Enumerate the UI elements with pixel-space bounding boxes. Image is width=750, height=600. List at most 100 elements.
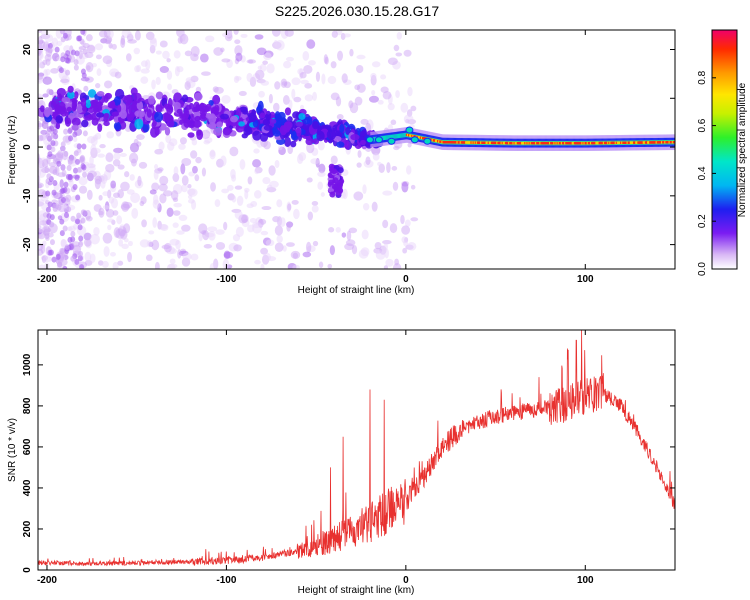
spectrogram-noise-blob [380,74,387,80]
spectrogram-noise-blob [355,64,364,74]
spectrogram-noise-blob [125,53,132,62]
spectrogram-noise-blob [247,176,253,185]
spectrogram-noise-blob [386,162,391,174]
spectrogram-noise-blob [223,221,228,231]
spectrogram-ridge-blob [109,100,116,108]
spectrogram-noise-blob [191,139,198,146]
spectrogram-noise-blob [268,165,276,176]
spectrogram-noise-blob [181,224,191,232]
spectrogram-noise-blob [56,160,62,167]
spectrogram-ridge-blob [85,99,92,109]
spectrogram-y-label: Frequency (Hz) [7,116,18,185]
spectrogram-noise-blob [337,50,344,61]
spectrogram-noise-blob [377,161,382,167]
spectrogram-noise-blob [234,45,243,56]
spectrogram-noise-blob [345,239,356,247]
spectrogram-noise-blob [66,206,72,213]
spectrogram-y-tick-label: 10 [22,92,33,104]
spectrogram-noise-blob [269,180,279,188]
spectrogram-noise-blob [255,69,265,80]
snr-y-tick-label: 200 [22,520,33,537]
spectrogram-ridge-blob [97,101,103,111]
spectrogram-noise-blob [266,63,275,74]
spectrogram-noise-blob [45,133,51,140]
spectrogram-ridge-blob [184,108,190,119]
spectrogram-noise-blob [220,155,227,167]
spectrogram-noise-blob [139,239,150,248]
spectrogram-noise-blob [221,188,229,194]
spectrogram-noise-blob [401,236,407,244]
spectrogram-ridge-blob [252,119,259,128]
spectrogram-noise-blob [173,202,182,208]
spectrogram-noise-blob [300,79,309,85]
spectrogram-noise-blob [38,175,41,185]
spectrogram-noise-blob [155,50,162,55]
spectrogram-ridge-blob [173,101,181,111]
spectrogram-ridge-blob [81,105,87,112]
spectrogram-noise-blob [52,169,58,176]
spectrogram-noise-blob [305,241,312,253]
spectrogram-noise-blob [73,64,79,71]
spectrogram-noise-blob [82,130,88,137]
spectrogram-noise-blob [70,255,76,262]
spectrogram-noise-blob [178,143,186,150]
spectrogram-noise-blob [68,135,74,142]
spectrogram-noise-blob [362,203,370,211]
spectrogram-noise-blob [127,39,137,44]
spectrogram-noise-blob [95,54,102,60]
spectrogram-noise-blob [395,90,400,98]
spectrogram-ridge-blob [290,140,297,148]
spectrogram-noise-blob [180,163,186,175]
spectrogram-noise-blob [166,263,176,269]
spectrogram-noise-blob [63,181,69,188]
spectrogram-noise-blob [383,265,389,269]
colorbar-tick-label: 0.2 [697,214,708,228]
spectrogram-ridge-blob [181,94,189,103]
spectrogram-noise-blob [45,58,51,66]
spectrogram-noise-blob [407,86,413,97]
spectrogram-noise-blob [393,44,400,52]
spectrogram-noise-blob [38,264,46,269]
spectrogram-noise-blob [199,53,209,63]
spectrogram-noise-blob [79,264,85,269]
spectrogram-ridge-blob [312,121,320,130]
spectrogram-x-tick-label: -100 [216,274,236,285]
spectrogram-noise-blob [192,165,198,174]
spectrogram-noise-blob [93,204,102,212]
spectrogram-noise-blob [74,174,80,181]
spectrogram-ridge-blob [230,115,238,123]
spectrogram-noise-blob [195,156,202,164]
spectrogram-noise-blob [51,189,57,196]
spectrogram-ridge-blob [119,109,127,119]
spectrogram-noise-blob [112,159,121,167]
spectrogram-noise-blob [38,58,43,69]
spectrogram-noise-blob [133,47,141,55]
spectrogram-noise-blob [310,158,320,165]
spectrogram-noise-blob [130,192,141,204]
spectrogram-noise-blob [86,189,93,200]
spectrogram-noise-blob [56,40,63,47]
spectrogram-noise-blob [47,249,53,256]
spectrogram-carrier-core [678,141,680,143]
spectrogram-noise-blob [103,246,110,257]
spectrogram-ridge-blob [155,104,163,113]
spectrogram-noise-blob [201,71,211,76]
spectrogram-y-tick-label: -10 [22,188,33,203]
colorbar-ticks: 0.0 0.2 0.4 0.6 0.8 [697,70,716,276]
spectrogram-noise-blob [407,242,417,251]
spectrogram-noise-blob [253,190,262,199]
colorbar-tick-label: 0.8 [697,70,708,84]
spectrogram-noise-blob [154,261,160,269]
spectrogram-noise-blob [155,76,161,86]
spectrogram-noise-blob [60,164,66,171]
spectrogram-noise-blob [202,230,210,241]
spectrogram-noise-blob [84,251,92,262]
spectrogram-noise-blob [47,47,53,54]
snr-series-line [38,330,675,567]
spectrogram-noise-blob [58,67,64,74]
spectrogram-noise-blob [276,235,283,243]
spectrogram-noise-blob [382,219,389,229]
spectrogram-noise-blob [172,222,179,228]
spectrogram-noise-blob [209,150,216,157]
spectrogram-noise-blob [49,221,55,228]
